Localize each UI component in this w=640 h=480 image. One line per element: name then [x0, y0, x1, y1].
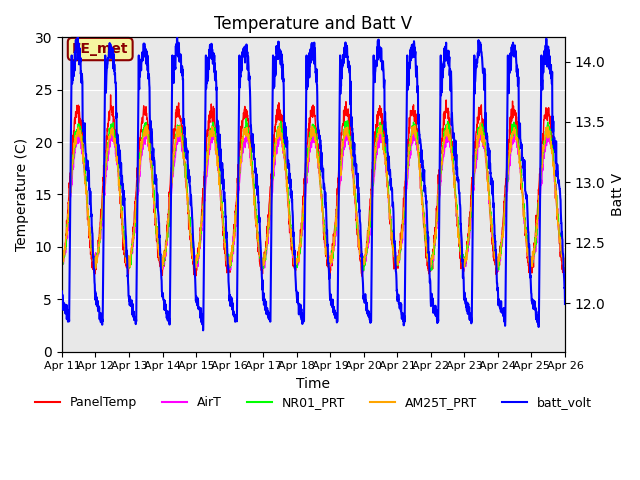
Text: EE_met: EE_met	[72, 42, 129, 56]
Title: Temperature and Batt V: Temperature and Batt V	[214, 15, 413, 33]
Y-axis label: Temperature (C): Temperature (C)	[15, 138, 29, 251]
X-axis label: Time: Time	[296, 377, 330, 391]
Y-axis label: Batt V: Batt V	[611, 173, 625, 216]
Legend: PanelTemp, AirT, NR01_PRT, AM25T_PRT, batt_volt: PanelTemp, AirT, NR01_PRT, AM25T_PRT, ba…	[29, 391, 597, 414]
